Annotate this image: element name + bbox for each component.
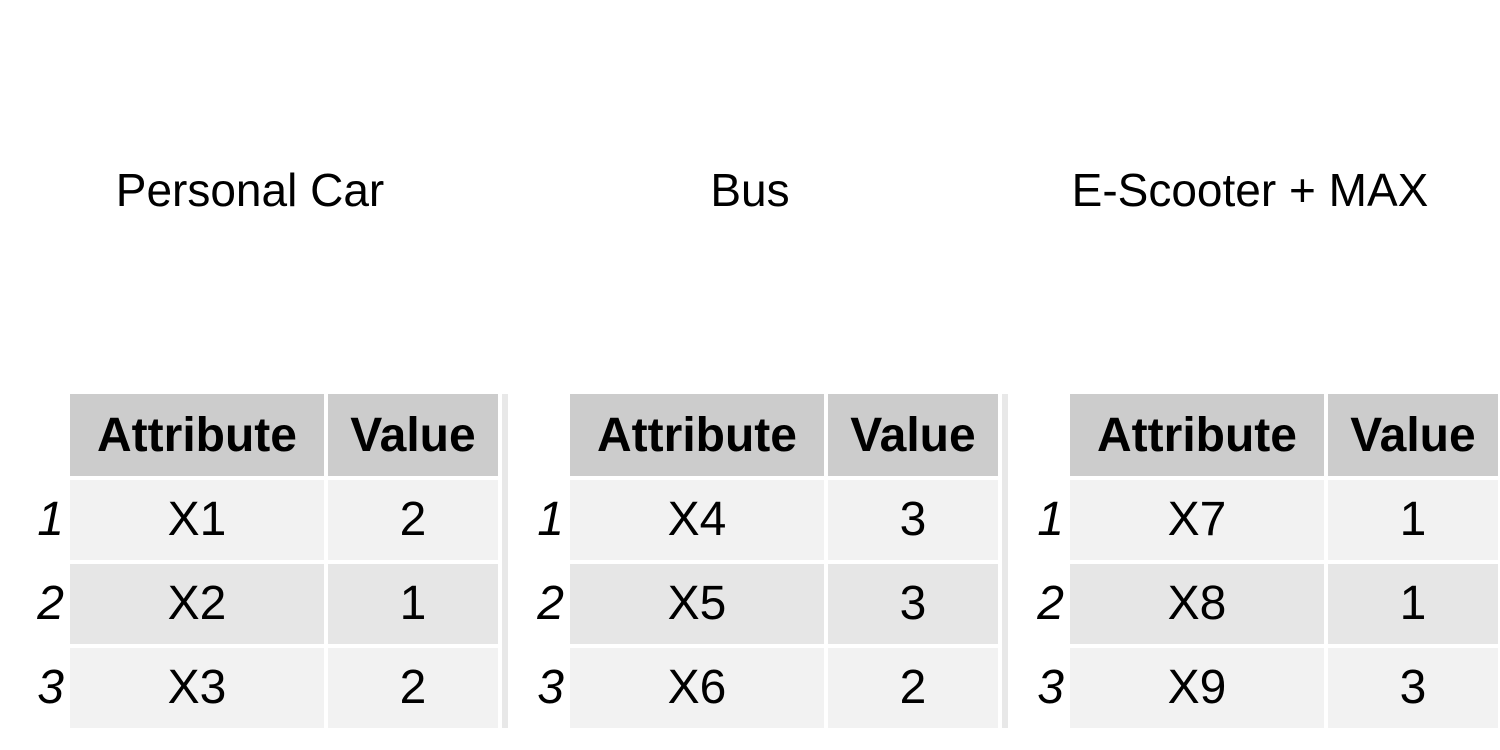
cell-value: 3 (828, 480, 998, 560)
column-header-attribute: Attribute (570, 394, 824, 476)
cell-attribute: X7 (1070, 480, 1324, 560)
row-index: 2 (37, 577, 64, 630)
row-index: 2 (537, 577, 564, 630)
panel-title: Personal Car (115, 164, 385, 216)
cell-value: 2 (328, 648, 498, 728)
cell-attribute: X1 (70, 480, 324, 560)
cell-value: 1 (328, 564, 498, 644)
panel-title: E-Scooter + MAX (1071, 164, 1429, 216)
column-header-value: Value (328, 394, 498, 476)
panel-title: Bus (710, 164, 790, 216)
row-index: 1 (37, 493, 64, 546)
column-header-value: Value (1328, 394, 1498, 476)
column-header-attribute: Attribute (70, 394, 324, 476)
row-index: 1 (537, 493, 564, 546)
table-panel: Personal Car Attribute Value 1 X1 2 2 X2 1 3 X3 2 (0, 0, 508, 750)
cell-value: 2 (328, 480, 498, 560)
column-header-value: Value (828, 394, 998, 476)
table-edge (502, 394, 508, 728)
cell-value: 1 (1328, 564, 1498, 644)
cell-value: 2 (828, 648, 998, 728)
cell-attribute: X6 (570, 648, 824, 728)
cell-attribute: X8 (1070, 564, 1324, 644)
cell-attribute: X5 (570, 564, 824, 644)
cell-attribute: X3 (70, 648, 324, 728)
cell-value: 1 (1328, 480, 1498, 560)
table-edge (1002, 394, 1008, 728)
cell-value: 3 (1328, 648, 1498, 728)
cell-attribute: X4 (570, 480, 824, 560)
row-index: 3 (37, 661, 64, 714)
row-index: 3 (1037, 661, 1064, 714)
cell-value: 3 (828, 564, 998, 644)
row-index: 2 (1037, 577, 1064, 630)
cell-attribute: X2 (70, 564, 324, 644)
row-index: 3 (537, 661, 564, 714)
table-panel: E-Scooter + MAX Attribute Value 1 X7 1 2 X8 1 3 X9… (1000, 0, 1500, 750)
table-panel: Bus Attribute Value 1 X4 3 2 X5 3 3 X6 2 (500, 0, 1008, 750)
column-header-attribute: Attribute (1070, 394, 1324, 476)
cell-attribute: X9 (1070, 648, 1324, 728)
row-index: 1 (1037, 493, 1064, 546)
